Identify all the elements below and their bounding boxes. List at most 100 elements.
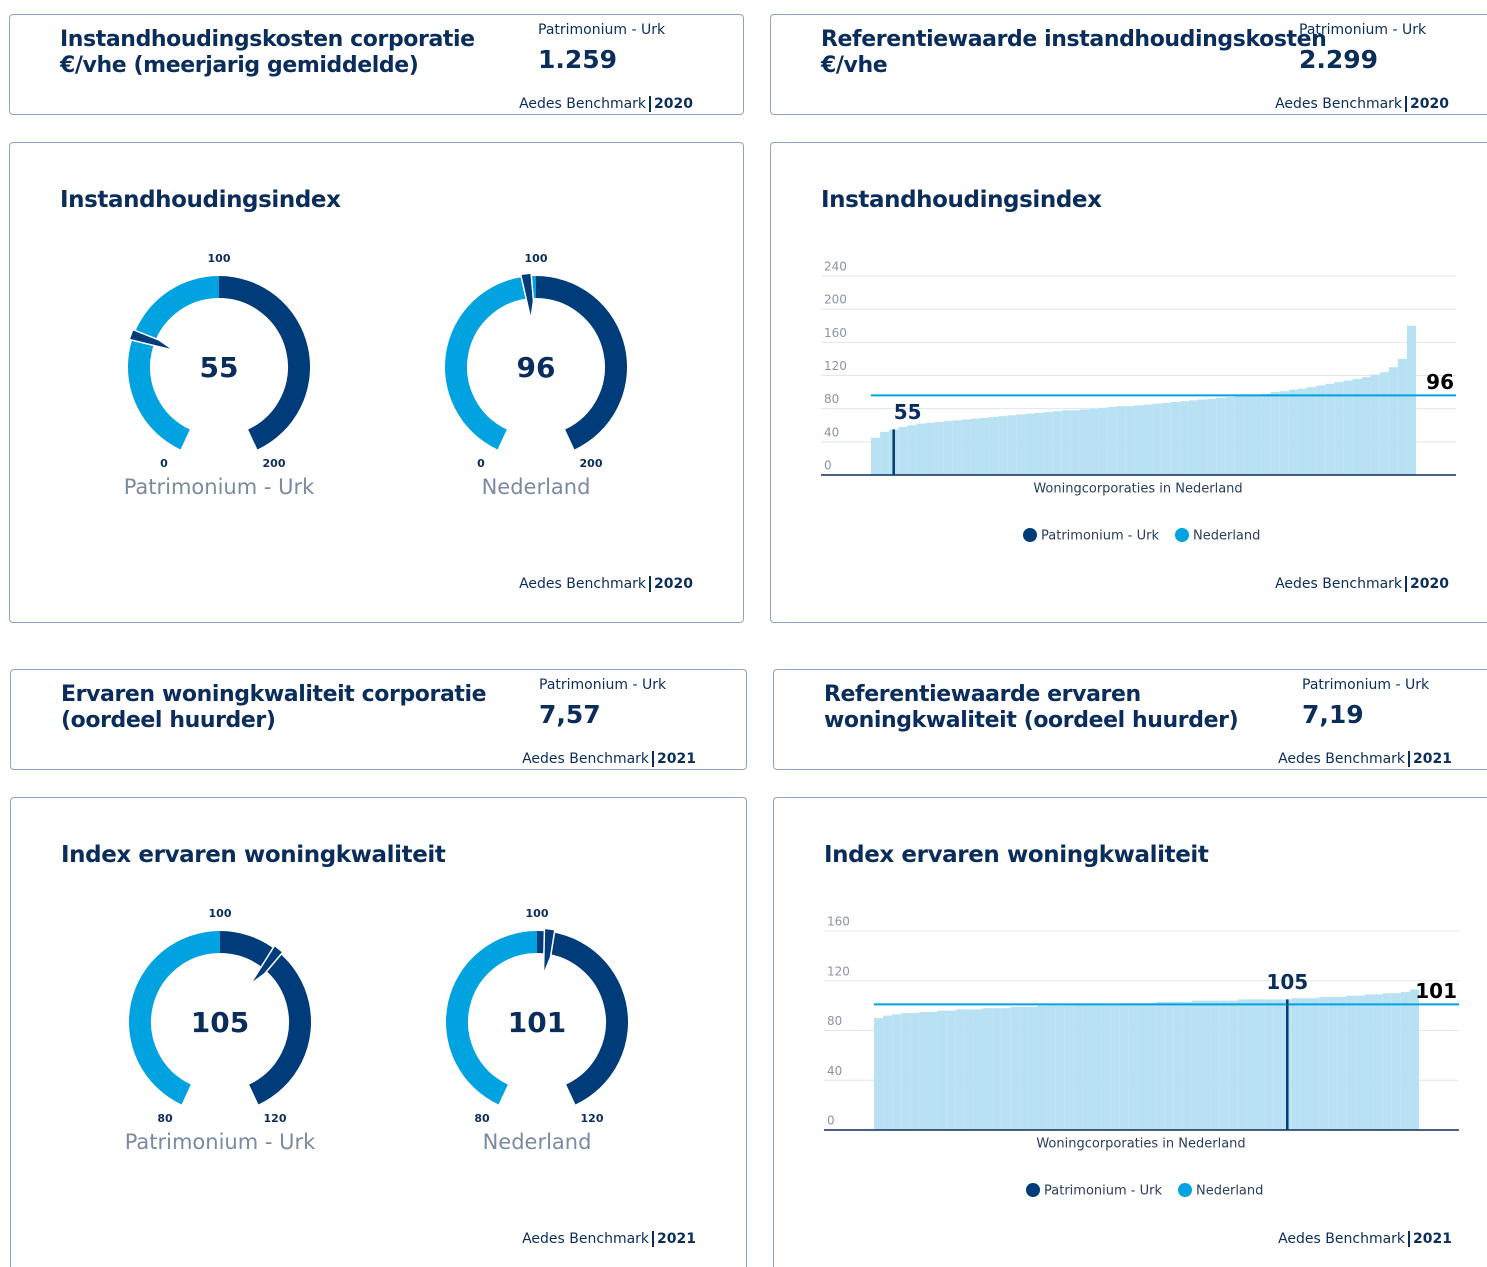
bar <box>1325 383 1335 475</box>
bar <box>964 1009 974 1130</box>
bar <box>1364 994 1374 1130</box>
panel-source: Aedes Benchmark 2021 <box>1278 1231 1452 1247</box>
panel-title: Instandhoudingsindex <box>821 187 1102 213</box>
bar <box>1297 388 1307 475</box>
y-tick-label: 40 <box>827 1064 842 1078</box>
bar <box>907 425 917 475</box>
bar <box>1028 1006 1038 1130</box>
chart: 105 100 80 120 Patrimonium - Urk 101 100 80 120 N… <box>125 907 628 1154</box>
bar <box>1355 995 1365 1130</box>
bar <box>1110 1004 1120 1130</box>
panel-title: Instandhoudingsindex <box>60 187 341 213</box>
chart-panel: 0 40 80 120 160 200 240 96 55 Woningcorporaties i… <box>770 142 1487 623</box>
bar <box>1098 407 1108 475</box>
bar <box>1191 1000 1201 1130</box>
gauge-max: 200 <box>263 457 286 470</box>
panel-source: Aedes Benchmark 2020 <box>519 576 693 592</box>
bar <box>1207 398 1217 475</box>
bar <box>1234 396 1244 475</box>
bar <box>1146 1003 1156 1130</box>
bar <box>1116 406 1126 475</box>
bar <box>898 426 908 475</box>
gauge-max: 120 <box>581 1112 604 1125</box>
bar <box>1119 1003 1129 1130</box>
bar <box>1370 374 1380 475</box>
y-tick-label: 120 <box>824 359 847 373</box>
source: Aedes Benchmark <box>1275 96 1403 112</box>
card-value: 1.259 <box>538 45 618 74</box>
bar <box>1173 1001 1183 1130</box>
card-org: Patrimonium - Urk <box>539 677 667 693</box>
legend-label: Nederland <box>1196 1184 1263 1199</box>
bar <box>1310 998 1320 1130</box>
gauge-name: Patrimonium - Urk <box>125 1130 316 1154</box>
source: Aedes Benchmark <box>1278 1231 1406 1247</box>
legend-dot <box>1026 1183 1040 1197</box>
bar <box>943 421 953 475</box>
bar <box>998 416 1008 475</box>
card-source: Aedes Benchmark 2020 <box>1275 96 1449 112</box>
bar <box>1179 401 1189 475</box>
bar <box>1343 380 1353 475</box>
bar <box>1273 999 1283 1130</box>
bar <box>1288 389 1298 475</box>
gauge-arc-high <box>219 931 311 1105</box>
gauge-pointer <box>128 328 175 352</box>
bar <box>934 421 944 475</box>
y-tick-label: 120 <box>827 964 850 978</box>
bar <box>1328 996 1338 1130</box>
card-source: Aedes Benchmark 2020 <box>519 96 693 112</box>
chart-panel: 55 100 0 200 Patrimonium - Urk 96 100 0 200 Neder… <box>9 142 744 623</box>
reference-label: 96 <box>1426 370 1454 394</box>
bar <box>973 1009 983 1130</box>
kpi-card: Referentiewaarde ervaren woningkwaliteit … <box>773 669 1487 770</box>
gauge-arc-low <box>446 931 538 1105</box>
bar <box>1092 1004 1102 1130</box>
chart: 0 40 80 120 160 101 105 Woningcorporaties in Ne… <box>824 915 1459 1199</box>
card-value: 7,57 <box>539 700 601 729</box>
bar <box>1319 996 1329 1130</box>
card-title-line: €/vhe <box>821 53 888 78</box>
bar <box>1082 1004 1092 1130</box>
chart-panel: 105 100 80 120 Patrimonium - Urk 101 100 80 120 N… <box>10 797 747 1267</box>
bar <box>1201 1000 1211 1130</box>
y-tick-label: 240 <box>824 260 847 274</box>
bar <box>916 423 926 475</box>
bar <box>1007 415 1017 475</box>
bar <box>1337 996 1347 1130</box>
bar <box>874 1018 884 1130</box>
gauge-pointer <box>249 944 284 986</box>
gauge-name: Nederland <box>483 1130 592 1154</box>
bar <box>892 1014 902 1130</box>
panel-title: Index ervaren woningkwaliteit <box>61 842 446 868</box>
panel-source: Aedes Benchmark 2020 <box>1275 576 1449 592</box>
gauge-arc-low <box>445 276 537 450</box>
gauge-arc-low <box>128 276 220 450</box>
bar <box>1237 999 1247 1130</box>
bar <box>919 1011 929 1130</box>
gauge-mid: 100 <box>209 907 232 920</box>
bar <box>952 420 962 475</box>
bar <box>1361 377 1371 475</box>
panel-title: Index ervaren woningkwaliteit <box>824 842 1209 868</box>
bar <box>946 1010 956 1130</box>
gauge-arc-high <box>536 931 628 1105</box>
card-value: 7,19 <box>1302 700 1364 729</box>
bar <box>961 419 971 475</box>
chart: 55 100 0 200 Patrimonium - Urk 96 100 0 200 Neder… <box>124 252 627 499</box>
legend-label: Patrimonium - Urk <box>1041 529 1159 544</box>
gauge-mid: 100 <box>526 907 549 920</box>
y-tick-label: 200 <box>824 293 847 307</box>
chart: 0 40 80 120 160 200 240 96 55 Woningcorporaties i… <box>821 260 1456 544</box>
gauge-min: 80 <box>474 1112 490 1125</box>
bar <box>1107 407 1117 475</box>
bar <box>1255 999 1265 1130</box>
bar <box>1089 408 1099 475</box>
bar <box>1270 392 1280 475</box>
x-axis-label: Woningcorporaties in Nederland <box>1033 482 1242 497</box>
legend-dot <box>1023 528 1037 542</box>
card-title-line: Ervaren woningkwaliteit corporatie <box>61 682 487 707</box>
bar <box>1388 367 1398 475</box>
gauge-pointer <box>542 927 556 975</box>
bar <box>992 1008 1002 1130</box>
